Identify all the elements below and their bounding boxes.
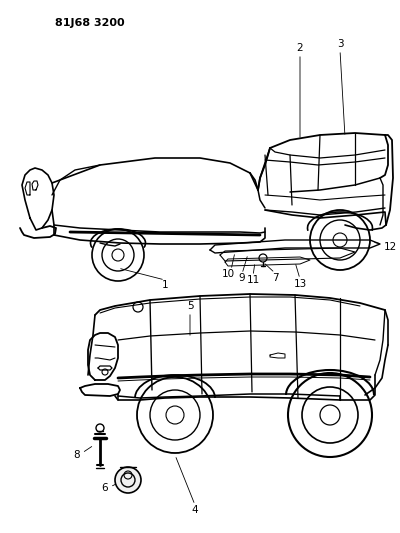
Text: 3: 3 — [337, 39, 343, 49]
Text: 12: 12 — [384, 242, 397, 252]
Text: 6: 6 — [101, 483, 108, 493]
Text: 13: 13 — [293, 279, 307, 289]
Text: 11: 11 — [246, 275, 260, 285]
Text: 1: 1 — [162, 280, 168, 290]
Text: 81J68 3200: 81J68 3200 — [55, 18, 125, 28]
Text: 9: 9 — [239, 273, 245, 283]
Text: 5: 5 — [187, 301, 193, 311]
Circle shape — [115, 467, 141, 493]
Text: 7: 7 — [272, 273, 278, 283]
Text: 8: 8 — [73, 450, 80, 460]
Text: 10: 10 — [222, 269, 234, 279]
Text: 4: 4 — [192, 505, 198, 515]
Text: 2: 2 — [297, 43, 303, 53]
